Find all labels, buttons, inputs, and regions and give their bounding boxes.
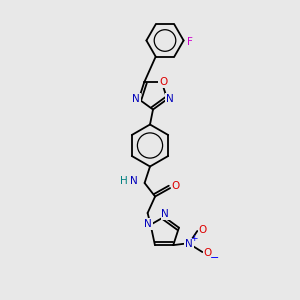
Text: +: + [190, 234, 198, 243]
Text: N: N [133, 94, 140, 104]
Text: N: N [161, 209, 169, 219]
Text: N: N [166, 94, 173, 104]
Text: O: O [199, 225, 207, 235]
Text: N: N [130, 176, 138, 187]
Text: N: N [144, 219, 152, 229]
Text: H: H [120, 176, 128, 187]
Text: F: F [187, 37, 193, 47]
Text: N: N [185, 238, 193, 249]
Text: O: O [204, 248, 212, 258]
Text: O: O [171, 181, 180, 191]
Text: O: O [159, 77, 167, 87]
Text: −: − [210, 253, 219, 263]
